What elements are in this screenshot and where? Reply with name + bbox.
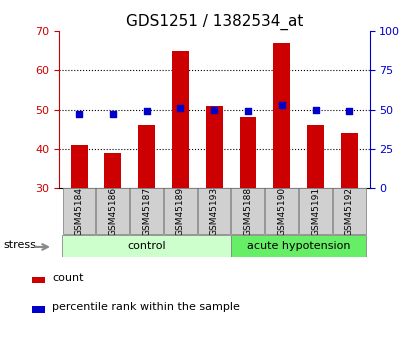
Text: stress: stress: [3, 240, 36, 250]
Bar: [105, 153, 121, 188]
Text: GSM45189: GSM45189: [176, 187, 185, 236]
Text: GSM45187: GSM45187: [142, 187, 151, 236]
Bar: [71, 145, 87, 188]
Text: count: count: [52, 273, 84, 283]
FancyBboxPatch shape: [265, 188, 298, 234]
Point: [244, 108, 251, 114]
Text: GSM45193: GSM45193: [210, 187, 219, 236]
FancyBboxPatch shape: [96, 188, 129, 234]
FancyBboxPatch shape: [198, 188, 231, 234]
Bar: [231, 235, 366, 257]
Bar: [307, 125, 324, 188]
FancyBboxPatch shape: [164, 188, 197, 234]
Text: percentile rank within the sample: percentile rank within the sample: [52, 303, 240, 313]
Text: acute hypotension: acute hypotension: [247, 241, 350, 251]
Bar: [62, 235, 231, 257]
Point: [110, 111, 116, 117]
Point: [143, 108, 150, 114]
Bar: [341, 133, 358, 188]
Text: GSM45186: GSM45186: [108, 187, 117, 236]
Text: GSM45191: GSM45191: [311, 187, 320, 236]
Bar: [172, 51, 189, 188]
Title: GDS1251 / 1382534_at: GDS1251 / 1382534_at: [126, 13, 303, 30]
Point: [312, 107, 319, 112]
FancyBboxPatch shape: [299, 188, 332, 234]
Text: GSM45184: GSM45184: [75, 187, 84, 236]
Bar: [32, 277, 45, 283]
FancyBboxPatch shape: [333, 188, 365, 234]
Point: [346, 108, 353, 114]
Bar: [138, 125, 155, 188]
Bar: [32, 306, 45, 313]
Bar: [273, 43, 290, 188]
Point: [211, 107, 218, 112]
Text: GSM45188: GSM45188: [244, 187, 252, 236]
FancyBboxPatch shape: [63, 188, 95, 234]
Text: GSM45192: GSM45192: [345, 187, 354, 236]
Text: GSM45190: GSM45190: [277, 187, 286, 236]
Point: [76, 111, 82, 117]
Point: [177, 105, 184, 111]
Point: [278, 102, 285, 108]
Bar: [206, 106, 223, 188]
FancyBboxPatch shape: [231, 188, 264, 234]
Bar: [239, 117, 257, 188]
Text: control: control: [127, 241, 166, 251]
FancyBboxPatch shape: [130, 188, 163, 234]
